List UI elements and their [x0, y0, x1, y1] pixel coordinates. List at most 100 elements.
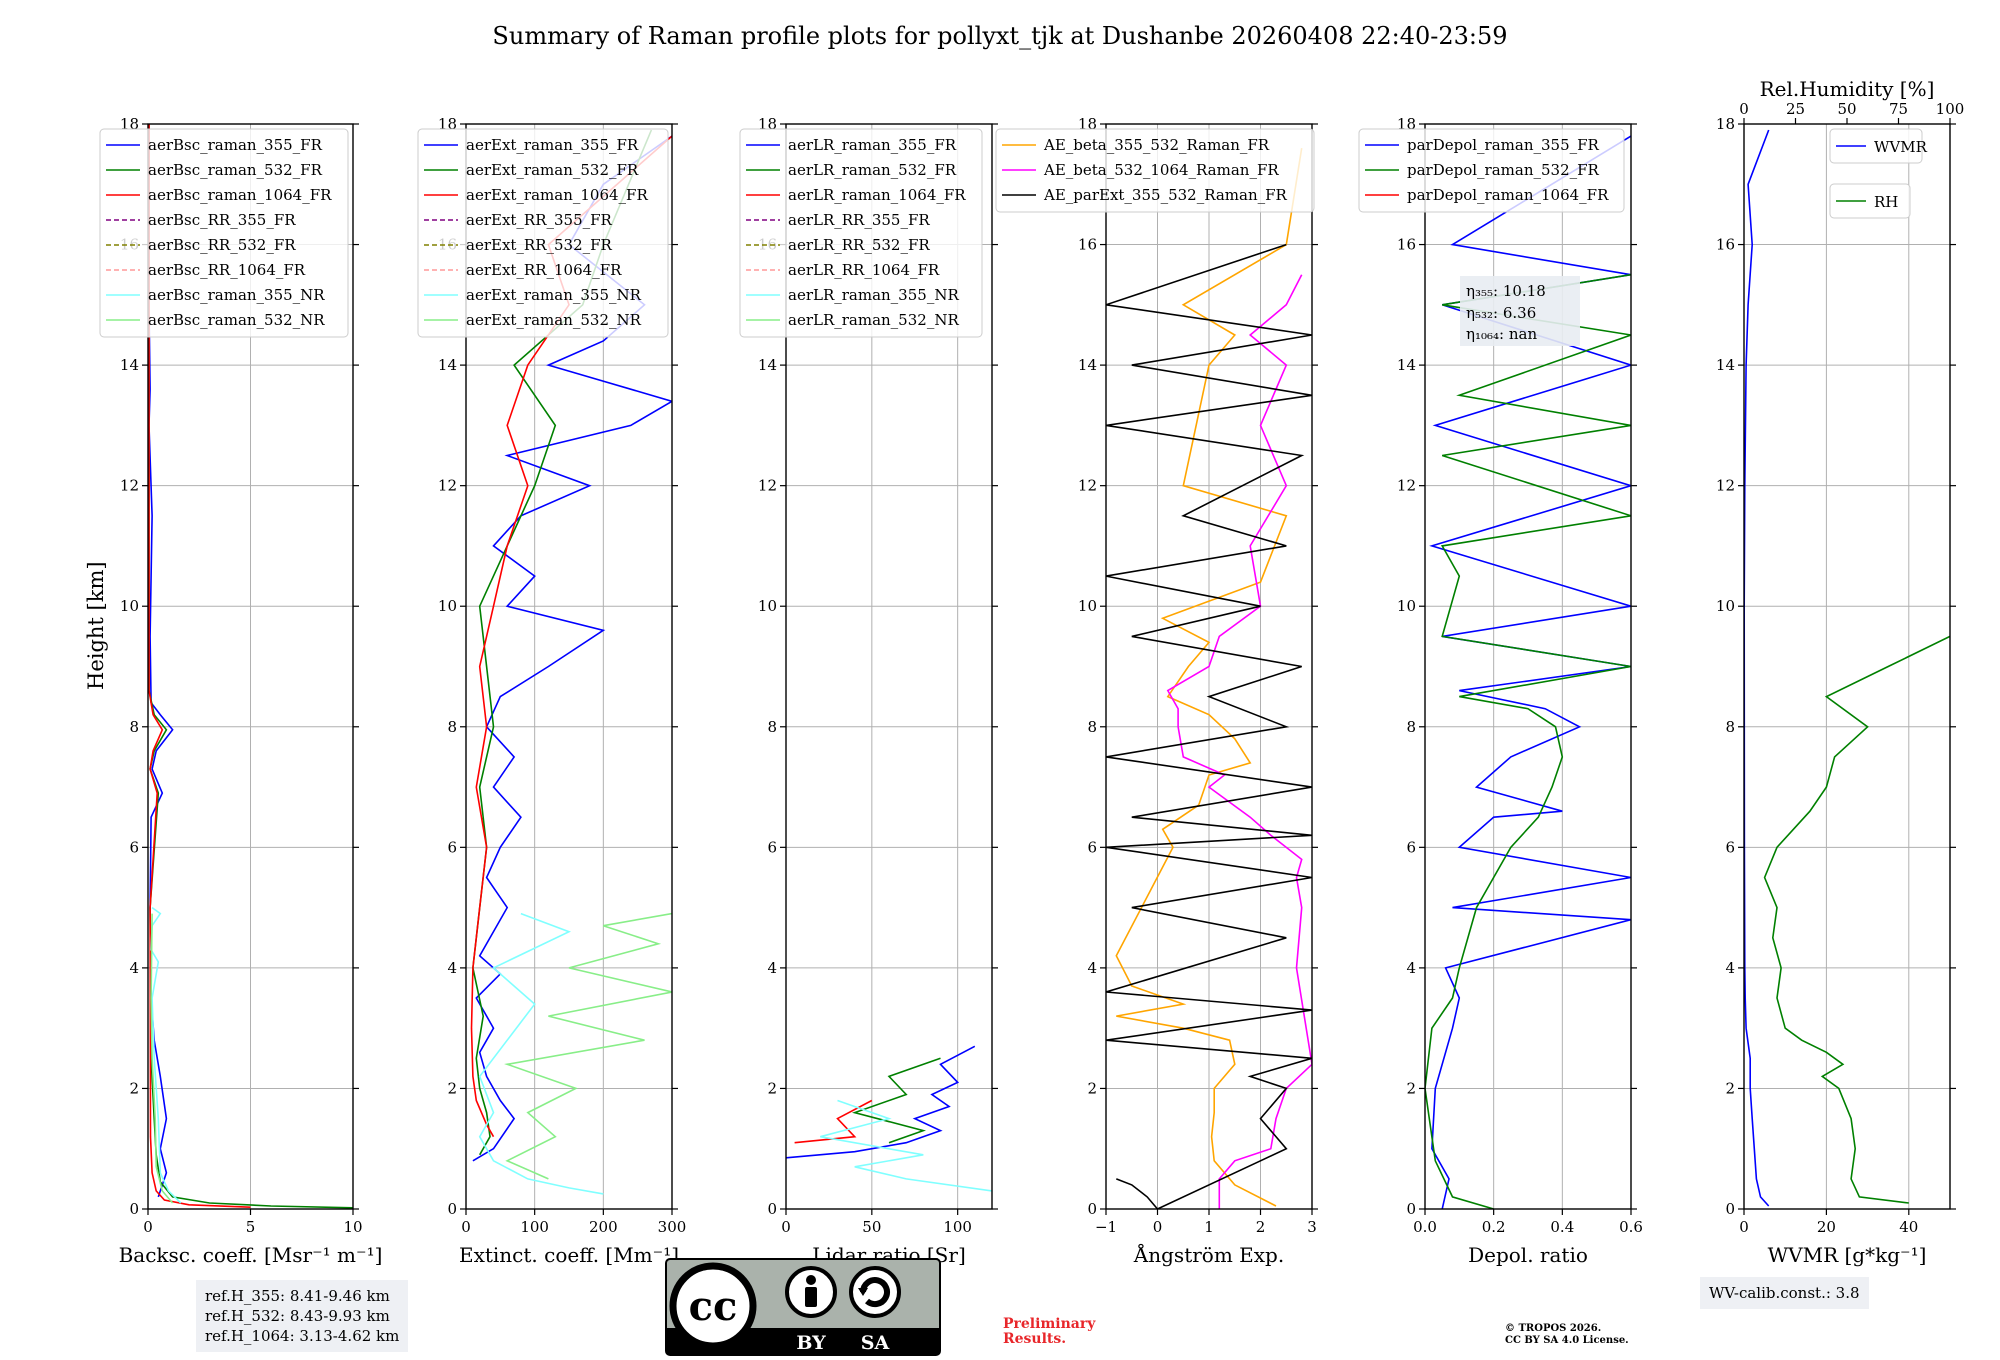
ytick-label-lr: 10 — [758, 597, 777, 615]
ytick-label-wv: 12 — [1716, 477, 1735, 495]
xtick-label-bsc: 5 — [246, 1218, 256, 1236]
axes-frame-lr — [785, 123, 993, 1210]
xtick-label-ext: 100 — [520, 1218, 549, 1236]
ytick-label-ae: 2 — [1087, 1079, 1097, 1097]
series-group-ext — [470, 129, 672, 1195]
axes-frame-ext — [465, 123, 673, 1210]
top-xtick-label-wv: 25 — [1786, 100, 1805, 118]
legend-frame-bsc — [99, 128, 349, 338]
series-AE_beta_355_532_Raman_FR — [1115, 147, 1303, 1207]
ytick-label-depol: 12 — [1397, 477, 1416, 495]
series-aerBsc_raman_1064_FR — [148, 124, 251, 1208]
series-aerBsc_raman_355_NR — [150, 906, 182, 1204]
legend-label-RH: RH — [1874, 193, 1898, 211]
copyright-note: © TROPOS 2026. CC BY SA 4.0 License. — [1505, 1323, 1629, 1347]
ytick-label-bsc: 6 — [129, 838, 139, 856]
xlabel-depol: Depol. ratio — [1468, 1243, 1588, 1267]
ytick-label-depol: 8 — [1406, 718, 1416, 736]
legend-label-aerLR_raman_1064_FR: aerLR_raman_1064_FR — [788, 186, 966, 204]
xtick-label-ext: 0 — [461, 1218, 471, 1236]
y-axis-label: Height [km] — [84, 561, 108, 690]
cc-license-badge: cc BY SA — [665, 1258, 941, 1356]
legend-label-AE_parExt_355_532_Raman_FR: AE_parExt_355_532_Raman_FR — [1043, 186, 1288, 204]
panel-bsc: 0246810121416180510Backsc. coeff. [Msr⁻¹… — [99, 115, 382, 1267]
ytick-label-ae: 8 — [1087, 718, 1097, 736]
xtick-label-wv: 40 — [1899, 1218, 1918, 1236]
xtick-label-ext: 300 — [658, 1218, 687, 1236]
ytick-label-ae: 4 — [1087, 959, 1097, 977]
series-AE_beta_532_1064_Raman_FR — [1166, 274, 1312, 1209]
ytick-label-bsc: 14 — [120, 356, 139, 374]
panel-ext: 0246810121416180100200300Extinct. coeff.… — [417, 115, 687, 1267]
xtick-label-depol: 0.0 — [1413, 1218, 1437, 1236]
ytick-label-bsc: 10 — [120, 597, 139, 615]
series-aerLR_raman_1064_FR — [794, 1099, 873, 1144]
legend-frame-WVMR — [1829, 128, 1923, 164]
eta-532-label: η₅₃₂: 6.36 — [1466, 304, 1536, 322]
series-aerBsc_raman_355_FR — [148, 124, 174, 1198]
ytick-label-lr: 14 — [758, 356, 777, 374]
ytick-label-ext: 14 — [438, 356, 457, 374]
panel-lr: 024681012141618050100Lidar ratio [Sr]aer… — [739, 115, 998, 1267]
cc-logo-icon — [669, 1262, 757, 1350]
series-group-wv — [1744, 129, 1950, 1207]
ytick-label-depol: 14 — [1397, 356, 1416, 374]
series-aerLR_raman_355_NR — [820, 1099, 992, 1192]
xtick-label-lr: 100 — [943, 1218, 972, 1236]
ytick-label-ext: 6 — [447, 838, 457, 856]
legend-depol: parDepol_raman_355_FR parDepol_raman_532_… — [1358, 128, 1625, 213]
legend-ae: AE_beta_355_532_Raman_FR AE_beta_532_1064… — [995, 128, 1315, 213]
ref-height-532: ref.H_532: 8.43-9.93 km — [205, 1307, 390, 1325]
xtick-label-ae: 2 — [1256, 1218, 1266, 1236]
series-parDepol_raman_532_FR — [1425, 273, 1631, 1209]
legend-label-parDepol_raman_355_FR: parDepol_raman_355_FR — [1407, 136, 1600, 154]
copyright-line1: © TROPOS 2026. — [1505, 1323, 1602, 1334]
ytick-label-bsc: 8 — [129, 718, 139, 736]
ytick-label-bsc: 4 — [129, 959, 139, 977]
legend-lr: aerLR_raman_355_FR aerLR_raman_532_FR aerL… — [739, 128, 983, 338]
series-group-depol — [1425, 135, 1631, 1209]
legend-label-parDepol_raman_1064_FR: parDepol_raman_1064_FR — [1407, 186, 1609, 204]
xtick-label-ae: −1 — [1095, 1218, 1117, 1236]
ytick-label-depol: 2 — [1406, 1079, 1416, 1097]
xtick-label-lr: 0 — [781, 1218, 791, 1236]
preliminary-line1: Preliminary — [1003, 1316, 1096, 1332]
ytick-label-depol: 10 — [1397, 597, 1416, 615]
legend-label-AE_beta_355_532_Raman_FR: AE_beta_355_532_Raman_FR — [1043, 136, 1270, 154]
xtick-label-ae: 0 — [1153, 1218, 1163, 1236]
series-aerExt_raman_355_NR — [478, 912, 604, 1195]
series-group-ae — [1106, 147, 1312, 1209]
legend-label-aerExt_raman_1064_FR: aerExt_raman_1064_FR — [466, 186, 648, 204]
series-group-bsc — [148, 124, 353, 1209]
legend-label-AE_beta_532_1064_Raman_FR: AE_beta_532_1064_Raman_FR — [1043, 161, 1279, 179]
legend-label-aerLR_raman_355_NR: aerLR_raman_355_NR — [788, 286, 959, 304]
preliminary-note: Preliminary Results. — [1003, 1317, 1095, 1347]
ytick-label-ext: 10 — [438, 597, 457, 615]
ytick-label-ext: 2 — [447, 1079, 457, 1097]
ytick-label-ae: 6 — [1087, 838, 1097, 856]
legend-frame-ext — [417, 128, 669, 338]
eta-1064-label: η₁₀₆₄: nan — [1466, 325, 1537, 343]
series-AE_parExt_355_532_Raman_FR — [1106, 243, 1312, 1209]
legend-label-aerBsc_RR_355_FR: aerBsc_RR_355_FR — [148, 211, 296, 229]
series-aerExt_raman_355_FR — [472, 135, 672, 1162]
legend-label-aerBsc_RR_1064_FR: aerBsc_RR_1064_FR — [148, 261, 306, 279]
ytick-label-lr: 0 — [767, 1200, 777, 1218]
legend-frame-RH — [1829, 183, 1911, 219]
series-aerExt_raman_532_FR — [472, 129, 653, 1156]
legend-label-aerLR_RR_1064_FR: aerLR_RR_1064_FR — [788, 261, 940, 279]
top-xtick-label-wv: 75 — [1889, 100, 1908, 118]
legend-wv: WVMR RH — [1829, 128, 1928, 219]
ytick-label-ae: 14 — [1078, 356, 1097, 374]
cc-logo-text: cc — [689, 1283, 738, 1330]
xtick-label-depol: 0.6 — [1619, 1218, 1643, 1236]
legend-label-aerLR_raman_532_FR: aerLR_raman_532_FR — [788, 161, 957, 179]
legend-ext: aerExt_raman_355_FR aerExt_raman_532_FRae… — [417, 128, 669, 338]
legend-label-aerLR_RR_532_FR: aerLR_RR_532_FR — [788, 236, 930, 254]
series-parDepol_raman_355_FR — [1429, 135, 1631, 1209]
xtick-label-bsc: 0 — [143, 1218, 153, 1236]
ytick-label-depol: 16 — [1397, 236, 1416, 254]
xtick-label-ae: 3 — [1307, 1218, 1317, 1236]
